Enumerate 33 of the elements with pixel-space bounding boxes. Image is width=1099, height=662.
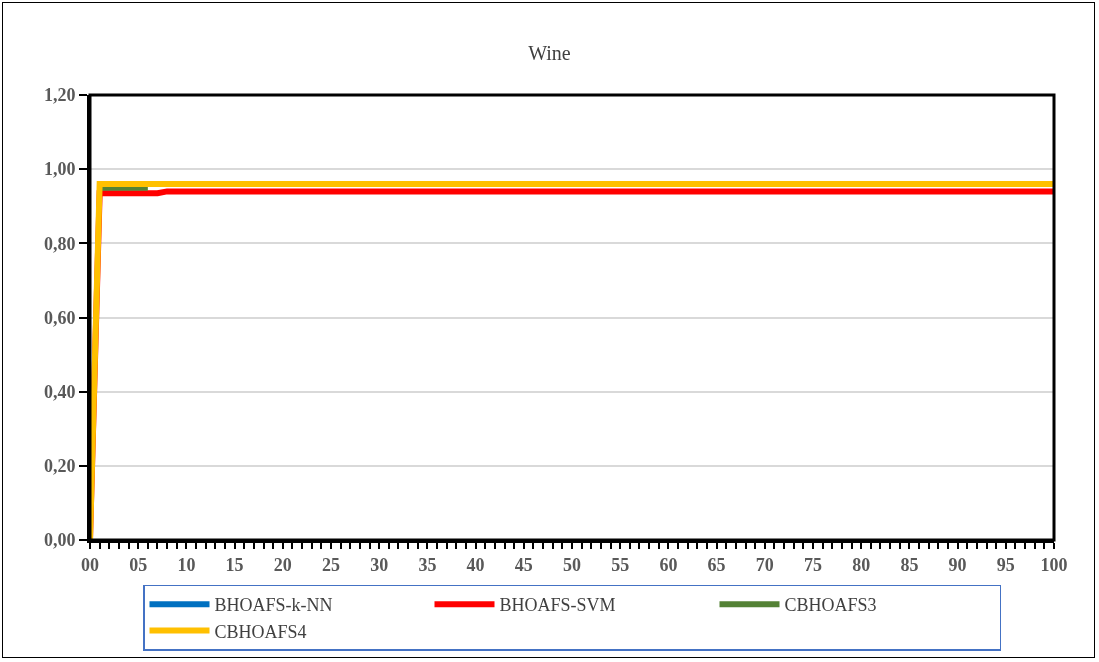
y-tick-label: 0,20 bbox=[43, 456, 76, 477]
y-tick-label: 0,60 bbox=[43, 307, 76, 328]
y-tick-label: 0,00 bbox=[43, 530, 76, 551]
x-tick-label: 40 bbox=[466, 554, 485, 575]
x-tick-label: 20 bbox=[273, 554, 292, 575]
x-tick-label: 95 bbox=[996, 554, 1015, 575]
legend-label: CBHOAFS4 bbox=[214, 621, 307, 642]
y-tick-label: 0,40 bbox=[43, 381, 76, 402]
y-tick-label: 0,80 bbox=[43, 233, 76, 254]
x-tick-label: 80 bbox=[852, 554, 871, 575]
x-tick-label: 60 bbox=[659, 554, 678, 575]
x-tick-label: 85 bbox=[900, 554, 919, 575]
x-tick-label: 05 bbox=[129, 554, 148, 575]
y-tick-label: 1,00 bbox=[43, 159, 76, 180]
chart-title: Wine bbox=[528, 42, 571, 65]
x-tick-label: 00 bbox=[81, 554, 99, 575]
x-tick-label: 30 bbox=[370, 554, 389, 575]
x-tick-label: 70 bbox=[755, 554, 774, 575]
y-tick-label: 1,20 bbox=[43, 85, 76, 106]
x-tick-label: 55 bbox=[611, 554, 630, 575]
x-tick-label: 45 bbox=[514, 554, 533, 575]
legend-label: CBHOAFS3 bbox=[784, 595, 877, 616]
x-tick-label: 35 bbox=[418, 554, 437, 575]
x-tick-label: 15 bbox=[225, 554, 244, 575]
x-tick-label: 90 bbox=[948, 554, 967, 575]
x-tick-label: 75 bbox=[804, 554, 822, 575]
legend-label: BHOAFS-SVM bbox=[499, 595, 616, 616]
x-tick-label: 10 bbox=[177, 554, 196, 575]
x-tick-label: 50 bbox=[563, 554, 581, 575]
legend-label: BHOAFS-k-NN bbox=[214, 595, 333, 616]
x-tick-label: 25 bbox=[322, 554, 340, 575]
x-tick-label: 100 bbox=[1040, 554, 1068, 575]
x-tick-label: 65 bbox=[707, 554, 726, 575]
